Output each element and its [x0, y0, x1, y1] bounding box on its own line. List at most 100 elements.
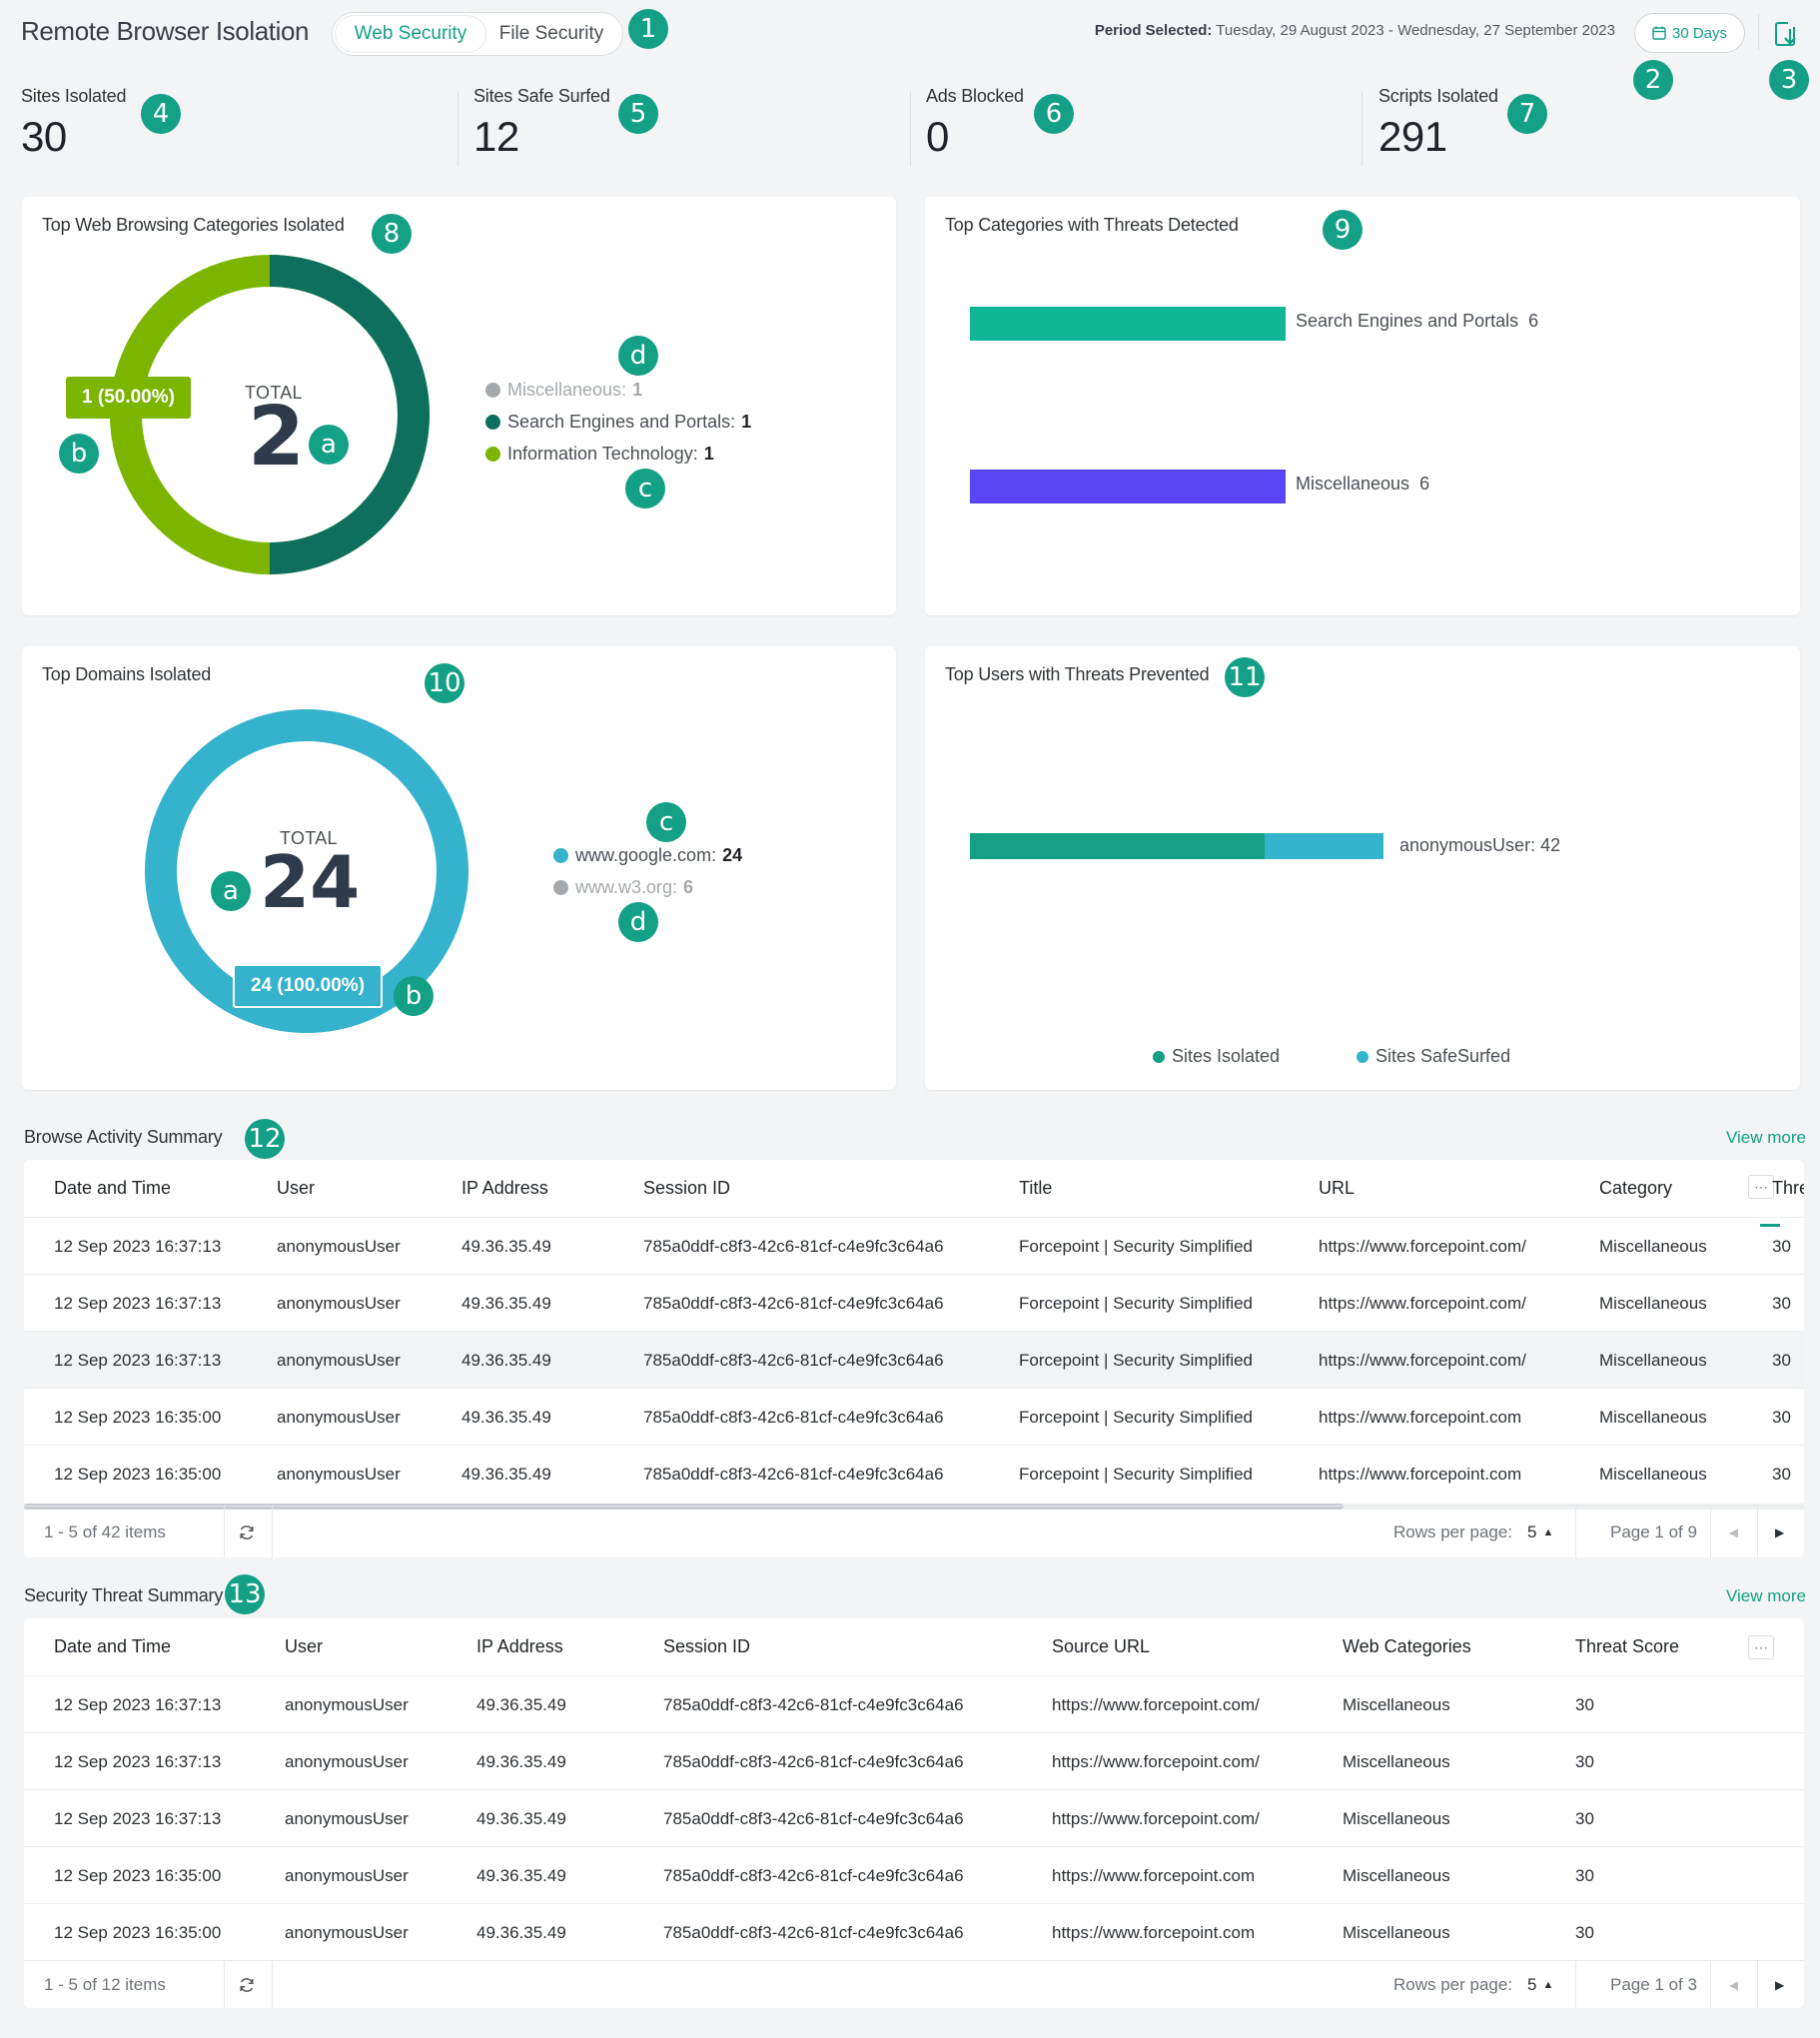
column-header[interactable]: Date and Time [54, 1636, 172, 1656]
legend-item[interactable]: www.w3.org: 6 [553, 877, 693, 898]
cell-threat: 30 [1772, 1464, 1791, 1484]
legend-value: 1 [703, 444, 714, 464]
cell-session: 785a0ddf-c8f3-42c6-81cf-c4e9fc3c64a6 [663, 1922, 964, 1942]
legend-dot [553, 880, 568, 895]
date-range-button[interactable]: 30 Days [1634, 13, 1745, 53]
legend-label: Information Technology: [507, 444, 698, 464]
user-bar-sites-safesurfed[interactable] [1265, 833, 1383, 859]
cell-date: 12 Sep 2023 16:35:00 [54, 1922, 222, 1942]
download-icon[interactable] [1774, 20, 1800, 48]
card-title: Top Categories with Threats Detected [945, 215, 1239, 235]
column-header[interactable]: Threat Score [1575, 1636, 1680, 1656]
card-title: Top Web Browsing Categories Isolated [42, 215, 345, 235]
column-header[interactable]: Date and Time [54, 1178, 172, 1198]
callout-badge: 10 [425, 663, 464, 703]
table-pager: 1 - 5 of 12 items Rows per page: 5 ▲ Page… [24, 1960, 1804, 2009]
column-header[interactable]: Title [1019, 1178, 1053, 1198]
table-row[interactable]: 12 Sep 2023 16:35:00 anonymousUser 49.36… [24, 1388, 1804, 1445]
next-page-icon[interactable]: ▶ [1775, 1526, 1785, 1539]
table-row[interactable]: 12 Sep 2023 16:37:13 anonymousUser 49.36… [24, 1675, 1804, 1732]
table-row[interactable]: 12 Sep 2023 16:37:13 anonymousUser 49.36… [24, 1217, 1804, 1274]
total-value: 2 [248, 390, 306, 485]
tab-web-security[interactable]: Web Security [336, 16, 485, 52]
column-menu-icon[interactable]: ⋯ [1748, 1635, 1774, 1659]
calendar-icon [1652, 26, 1666, 40]
stat-value: 0 [926, 113, 949, 160]
table-row[interactable]: 12 Sep 2023 16:35:00 anonymousUser 49.36… [24, 1445, 1804, 1502]
cell-date: 12 Sep 2023 16:37:13 [54, 1236, 222, 1256]
legend-label: Miscellaneous: [507, 380, 627, 400]
domains-card: Top Domains Isolated 10 TOTAL 24 a 24 (1… [22, 646, 896, 1090]
cell-session: 785a0ddf-c8f3-42c6-81cf-c4e9fc3c64a6 [643, 1236, 944, 1256]
legend-item[interactable]: Miscellaneous: 1 [485, 380, 642, 401]
cell-threat-score: 30 [1575, 1694, 1594, 1714]
table-row[interactable]: 12 Sep 2023 16:35:00 anonymousUser 49.36… [24, 1846, 1804, 1903]
rows-per-page-select[interactable]: 5 ▲ [1527, 1961, 1553, 2009]
cell-category: Miscellaneous [1599, 1407, 1707, 1427]
total-label: TOTAL [245, 383, 303, 403]
callout-badge: 3 [1769, 60, 1809, 100]
cell-title: Forcepoint | Security Simplified [1019, 1293, 1254, 1313]
column-header[interactable]: Thre [1772, 1178, 1804, 1198]
column-header[interactable]: User [277, 1178, 316, 1198]
cell-url: https://www.forcepoint.com/ [1319, 1293, 1526, 1313]
refresh-icon[interactable] [238, 1524, 256, 1541]
rows-per-page-select[interactable]: 5 ▲ [1527, 1507, 1553, 1558]
cell-threat: 30 [1772, 1293, 1791, 1313]
cell-source-url: https://www.forcepoint.com/ [1052, 1808, 1260, 1828]
cell-category: Miscellaneous [1599, 1293, 1707, 1313]
bar-label: Miscellaneous 6 [1296, 474, 1429, 495]
horizontal-scrollbar-thumb[interactable] [24, 1504, 1344, 1510]
callout-badge: d [618, 902, 658, 942]
callout-badge: 1 [628, 9, 668, 49]
tooltip-pointer [118, 419, 134, 428]
bar-label: anonymousUser: 42 [1399, 835, 1561, 855]
column-header[interactable]: Source URL [1052, 1636, 1151, 1656]
user-bar-sites-isolated[interactable] [970, 833, 1265, 859]
column-header[interactable]: URL [1319, 1178, 1356, 1198]
threat-category-bar[interactable] [970, 470, 1286, 504]
callout-badge: 7 [1507, 94, 1547, 134]
cell-ip: 49.36.35.49 [461, 1350, 551, 1370]
cell-user: anonymousUser [277, 1350, 401, 1370]
prev-page-icon[interactable]: ◀ [1729, 1978, 1739, 1992]
column-header[interactable]: Session ID [643, 1178, 731, 1198]
legend-item[interactable]: Information Technology: 1 [485, 444, 714, 465]
cell-ip: 49.36.35.49 [461, 1407, 551, 1427]
cell-web-category: Miscellaneous [1343, 1865, 1450, 1885]
table-row[interactable]: 12 Sep 2023 16:37:13 anonymousUser 49.36… [24, 1274, 1804, 1331]
column-header[interactable]: IP Address [461, 1178, 548, 1198]
legend-dot [485, 383, 500, 398]
domains-donut[interactable] [145, 709, 468, 1033]
column-header[interactable]: Session ID [663, 1636, 751, 1656]
resize-handle[interactable] [1760, 1224, 1780, 1227]
cell-ip: 49.36.35.49 [476, 1751, 566, 1771]
items-count: 1 - 5 of 42 items [44, 1523, 166, 1541]
column-menu-icon[interactable]: ⋯ [1748, 1175, 1774, 1199]
threat-category-bar[interactable] [970, 307, 1286, 341]
cell-source-url: https://www.forcepoint.com [1052, 1922, 1256, 1942]
callout-badge: 8 [372, 214, 412, 254]
total-value: 24 [260, 840, 361, 924]
tab-file-security[interactable]: File Security [498, 23, 604, 44]
column-header[interactable]: IP Address [476, 1636, 563, 1656]
table-row[interactable]: 12 Sep 2023 16:35:00 anonymousUser 49.36… [24, 1903, 1804, 1960]
view-more-link[interactable]: View more [1726, 1128, 1806, 1147]
prev-page-icon[interactable]: ◀ [1729, 1526, 1739, 1539]
column-header[interactable]: Category [1599, 1178, 1673, 1198]
column-header[interactable]: Web Categories [1343, 1636, 1471, 1656]
cell-session: 785a0ddf-c8f3-42c6-81cf-c4e9fc3c64a6 [663, 1808, 964, 1828]
view-more-link[interactable]: View more [1726, 1586, 1806, 1605]
cell-date: 12 Sep 2023 16:37:13 [54, 1293, 222, 1313]
table-row[interactable]: 12 Sep 2023 16:37:13 anonymousUser 49.36… [24, 1732, 1804, 1789]
legend-item[interactable]: Search Engines and Portals: 1 [485, 412, 751, 433]
legend-item[interactable]: Sites Isolated [1153, 1046, 1280, 1067]
next-page-icon[interactable]: ▶ [1775, 1978, 1785, 1992]
table-row[interactable]: 12 Sep 2023 16:37:13 anonymousUser 49.36… [24, 1789, 1804, 1846]
refresh-icon[interactable] [238, 1976, 256, 1994]
legend-item[interactable]: www.google.com: 24 [553, 845, 742, 866]
column-header[interactable]: User [285, 1636, 324, 1656]
bar-label: Search Engines and Portals 6 [1296, 311, 1538, 332]
table-row[interactable]: 12 Sep 2023 16:37:13 anonymousUser 49.36… [24, 1331, 1804, 1388]
legend-item[interactable]: Sites SafeSurfed [1357, 1046, 1510, 1067]
